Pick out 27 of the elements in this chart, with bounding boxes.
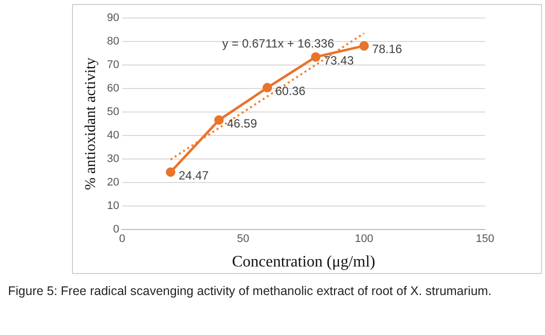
- x-tick-label: 100: [354, 233, 374, 246]
- annotation: y = 0.6711x + 16.336: [222, 36, 334, 50]
- data-label: 73.43: [324, 53, 354, 68]
- x-tick-label: 50: [237, 233, 250, 246]
- y-tick-label: 0: [113, 224, 120, 236]
- x-axis-title: Concentration (μg/ml): [232, 254, 376, 271]
- y-tick-label: 60: [106, 82, 120, 95]
- y-tick-label: 10: [106, 200, 120, 212]
- y-tick-label: 90: [106, 12, 120, 24]
- point: [214, 115, 224, 125]
- y-tick-label: 20: [106, 176, 120, 189]
- point: [262, 82, 272, 92]
- caption: Figure 5: Free radical scavenging activity of methanolic extract of root of X. strumarium.: [8, 283, 493, 300]
- y-tick-label: 30: [106, 153, 120, 166]
- x-tick-label: 150: [476, 233, 494, 246]
- y-tick-label: 70: [106, 59, 120, 72]
- data-label: 24.47: [178, 168, 209, 182]
- data-label: 60.36: [275, 84, 306, 98]
- point: [359, 41, 369, 51]
- data-label: 46.59: [226, 116, 258, 130]
- point: [166, 167, 176, 177]
- y-tick-label: 40: [106, 130, 120, 142]
- y-tick-label: 50: [106, 106, 120, 118]
- point: [310, 52, 320, 62]
- data-label: 78.16: [372, 42, 402, 56]
- y-axis-title: % antioxidant activity: [82, 57, 99, 190]
- y-tick-label: 80: [106, 36, 120, 48]
